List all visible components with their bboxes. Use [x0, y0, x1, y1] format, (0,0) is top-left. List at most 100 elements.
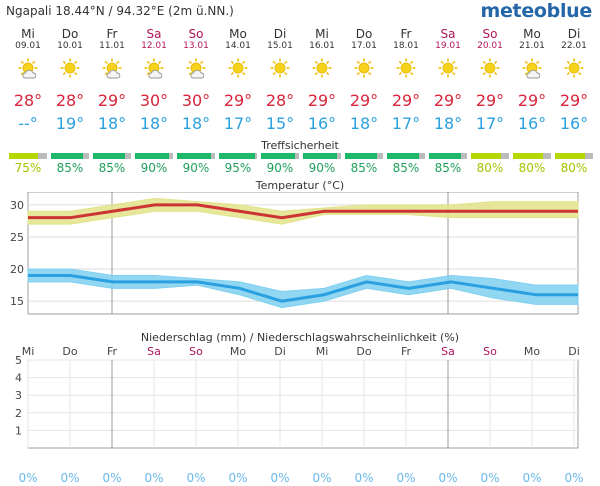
precipitation-chart: Mi Do Fr Sa So Mo Di Mi Do Fr Sa So Mo Di 1 2 3 4 5 0% 0% 0% 0… [15, 345, 584, 484]
chart-mark [242, 60, 246, 64]
day-name: Mo [523, 27, 541, 41]
confidence-bar [93, 153, 131, 159]
chart-mark [104, 72, 108, 76]
precipitation-probability-label: 0% [144, 471, 163, 484]
day-column: Di 22.01 29° 16° [553, 28, 595, 133]
day-column: Mi 16.01 29° 16° [301, 28, 343, 133]
day-name: Fr [106, 27, 118, 41]
sun-cloud-icon [521, 58, 543, 80]
confidence-fill [387, 153, 420, 159]
max-temperature: 29° [307, 91, 337, 110]
confidence-value: 85% [56, 161, 84, 175]
confidence-fill [93, 153, 126, 159]
chart-mark [526, 69, 541, 79]
chart-mark [482, 72, 486, 76]
chart-mark [578, 72, 582, 76]
day-name: Sa [146, 27, 162, 41]
precipitation-probability-label: 0% [186, 471, 205, 484]
sun-cloud-icon [143, 58, 165, 80]
day-date: 17.01 [351, 41, 377, 51]
chart-mark [368, 60, 372, 64]
confidence-value: 85% [98, 161, 126, 175]
day-column: Do 17.01 29° 18° [343, 28, 385, 133]
min-temperature: 16° [559, 114, 589, 133]
confidence-value: 85% [350, 161, 378, 175]
precipitation-probability-label: 0% [228, 471, 247, 484]
day-date: 16.01 [309, 41, 335, 51]
day-column: So 20.01 29° 17° [469, 28, 511, 133]
chart-mark [200, 60, 204, 64]
chart-mark [578, 60, 582, 64]
chart-mark [62, 60, 66, 64]
chart-mark [440, 60, 444, 64]
precipitation-tick-label: 2 [15, 407, 22, 420]
confidence-bar [471, 153, 509, 159]
chart-mark [326, 72, 330, 76]
confidence-bar [51, 153, 89, 159]
confidence-value: 80% [518, 161, 546, 175]
temperature-line-max [28, 203, 578, 220]
confidence-bar [9, 153, 47, 159]
temperature-chart-title: Temperatur (°C) [255, 179, 345, 192]
precipitation-probability-label: 0% [480, 471, 499, 484]
max-temperature: 29° [517, 91, 547, 110]
precipitation-day-label: Di [274, 345, 286, 358]
chart-mark [274, 62, 286, 74]
sun-icon [563, 58, 585, 80]
day-date: 22.01 [561, 41, 587, 51]
day-date: 10.01 [57, 41, 83, 51]
confidence-value: 75% [14, 161, 42, 175]
confidence-bar [345, 153, 383, 159]
confidence-bar [429, 153, 467, 159]
day-date: 21.01 [519, 41, 545, 51]
temperature-tick-label: 25 [10, 231, 24, 244]
max-temperature: 29° [349, 91, 379, 110]
sun-cloud-glyph [186, 58, 206, 79]
precipitation-probability-label: 0% [312, 471, 331, 484]
temperature-line-min [28, 273, 578, 303]
day-name: Do [61, 27, 79, 41]
confidence-bar [555, 153, 593, 159]
confidence-row: 75% 85% 85% 90% 90% 95% 90% 90% 85% 85% 85% 80% 80% 8… [0, 153, 600, 175]
precipitation-day-label: Mi [316, 345, 329, 358]
confidence-bar [261, 153, 299, 159]
day-name: So [188, 27, 204, 41]
confidence-bar [387, 153, 425, 159]
max-temperature: 29° [97, 91, 127, 110]
chart-mark [314, 60, 318, 64]
confidence-bar [177, 153, 215, 159]
chart-mark [536, 60, 540, 64]
confidence-value: 80% [476, 161, 504, 175]
confidence-value: 90% [182, 161, 210, 175]
sun-glyph [480, 58, 500, 78]
confidence-fill [555, 153, 586, 159]
chart-mark [568, 62, 580, 74]
chart-mark [116, 60, 120, 64]
precipitation-probability-label: 0% [60, 471, 79, 484]
confidence-bar [303, 153, 341, 159]
day-date: 12.01 [141, 41, 167, 51]
max-temperature: 30° [181, 91, 211, 110]
chart-mark [20, 72, 24, 76]
day-column: Mo 14.01 29° 17° [217, 28, 259, 133]
confidence-fill [303, 153, 338, 159]
chart-mark [32, 60, 36, 64]
confidence-value: 85% [392, 161, 420, 175]
chart-mark [494, 72, 498, 76]
confidence-value: 90% [266, 161, 294, 175]
chart-mark [148, 69, 163, 79]
day-column: Fr 11.01 29° 18° [91, 28, 133, 133]
chart-mark [20, 60, 24, 64]
chart-mark [398, 72, 402, 76]
max-temperature: 29° [475, 91, 505, 110]
day-name: Mo [229, 27, 247, 41]
day-name: Mi [315, 27, 329, 41]
sun-glyph [396, 58, 416, 78]
chart-mark [326, 60, 330, 64]
confidence-bar [135, 153, 173, 159]
location-label: Ngapali 18.44°N / 94.32°E (2m ü.NN.) [6, 4, 234, 18]
chart-mark [314, 72, 318, 76]
precipitation-day-label: Fr [107, 345, 118, 358]
day-column: Di 15.01 28° 15° [259, 28, 301, 133]
brand-logo[interactable]: meteoblue [480, 0, 592, 22]
